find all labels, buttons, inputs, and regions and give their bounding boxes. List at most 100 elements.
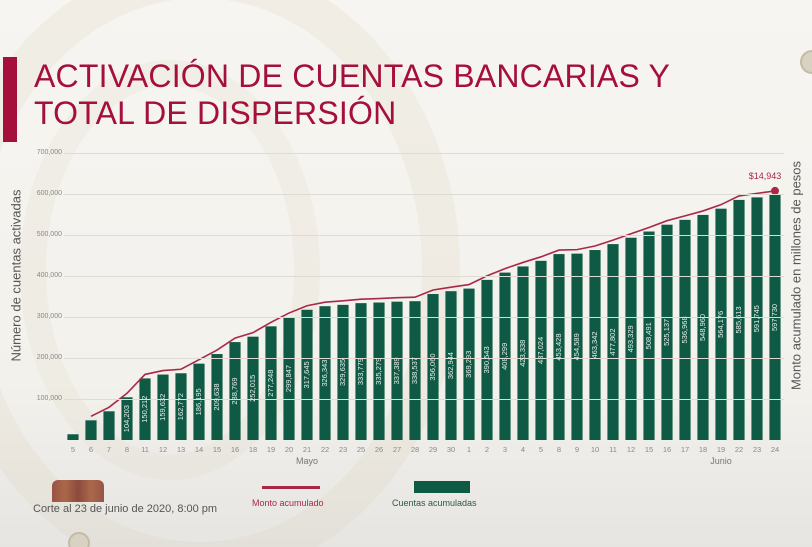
bar-value-label: 564,176 [716,311,725,338]
x-tick-label: 24 [771,445,779,454]
x-tick-label: 22 [321,445,329,454]
bar-value-label: 317,645 [302,361,311,388]
x-tick-label: 8 [557,445,561,454]
x-tick-label: 5 [71,445,75,454]
bar-value-label: 585,613 [734,306,743,333]
bar [517,266,529,440]
bar [409,301,421,440]
bar-value-label: 162,772 [176,393,185,420]
bar [679,219,691,440]
bar [175,373,187,440]
bar-value-label: 423,338 [518,340,527,367]
gridline [64,399,784,400]
bar [265,326,277,440]
x-tick-label: 19 [267,445,275,454]
bar [229,342,241,440]
bar-value-label: 104,203 [122,405,131,432]
bar-value-label: 186,195 [194,388,203,415]
x-tick-label: 6 [89,445,93,454]
bar [85,420,97,440]
bar-value-label: 356,060 [428,353,437,380]
x-tick-label: 15 [645,445,653,454]
x-tick-label: 2 [485,445,489,454]
bar [211,354,223,440]
x-tick-label: 22 [735,445,743,454]
y-tick-label: 200,000 [36,354,62,361]
x-tick-label: 5 [539,445,543,454]
bar [139,378,151,440]
final-amount-label: $14,943 [749,171,782,181]
bar [103,411,115,440]
y-tick-label: 600,000 [36,190,62,197]
bar-value-label: 437,024 [536,337,545,364]
bar-value-label: 477,802 [608,328,617,355]
y-tick-label: 100,000 [36,395,62,402]
x-tick-label: 12 [159,445,167,454]
money-line [90,190,776,418]
x-tick-label: 7 [107,445,111,454]
gridline [64,276,784,277]
x-tick-label: 13 [177,445,185,454]
gridline [64,153,784,154]
bar [445,291,457,440]
bar-value-label: 454,589 [572,333,581,360]
x-tick-label: 16 [231,445,239,454]
bar [301,309,313,440]
legend-line-label: Monto acumulado [252,498,324,508]
bar [67,434,79,440]
bar-value-label: 335,279 [374,358,383,385]
x-tick-label: 27 [393,445,401,454]
bar [157,374,169,440]
bar [463,288,475,440]
x-tick-label: 17 [681,445,689,454]
money-line-endpoint [771,186,779,195]
bar-value-label: 408,299 [500,343,509,370]
x-tick-label: 11 [609,445,617,454]
bar [481,279,493,440]
x-tick-label: 25 [357,445,365,454]
gridline [64,194,784,195]
title-line-1: ACTIVACIÓN DE CUENTAS BANCARIAS Y [34,58,671,94]
month-label: Mayo [295,456,318,466]
x-tick-label: 23 [753,445,761,454]
bar-value-label: 238,769 [230,377,239,404]
x-tick-label: 8 [125,445,129,454]
x-tick-label: 20 [285,445,293,454]
x-tick-label: 30 [447,445,455,454]
page-title: ACTIVACIÓN DE CUENTAS BANCARIAS Y TOTAL … [34,58,670,132]
bar-value-label: 536,968 [680,316,689,343]
x-tick-label: 3 [503,445,507,454]
x-tick-label: 15 [213,445,221,454]
seal-bottom-icon [68,532,90,547]
title-line-2: TOTAL DE DISPERSIÓN [34,95,397,131]
x-tick-label: 4 [521,445,525,454]
y-tick-label: 700,000 [36,149,62,156]
y-tick-label: 300,000 [36,313,62,320]
bar-value-label: 508,491 [644,322,653,349]
title-accent-bar [3,57,17,142]
x-tick-label: 16 [663,445,671,454]
bar [373,302,385,440]
bar [319,306,331,440]
x-tick-label: 23 [339,445,347,454]
x-tick-label: 28 [411,445,419,454]
x-tick-label: 18 [249,445,257,454]
x-tick-label: 18 [699,445,707,454]
bar [499,272,511,440]
x-tick-label: 1 [467,445,471,454]
bar-value-label: 493,329 [626,325,635,352]
x-tick-label: 10 [591,445,599,454]
cutoff-date-note: Corte al 23 de junio de 2020, 8:00 pm [33,503,218,515]
x-tick-label: 12 [627,445,635,454]
bar-value-label: 390,543 [482,346,491,373]
bar [355,303,367,440]
y-tick-label: 400,000 [36,272,62,279]
x-tick-label: 21 [303,445,311,454]
x-tick-label: 14 [195,445,203,454]
bar-value-label: 362,944 [446,352,455,379]
bar-value-label: 333,779 [356,358,365,385]
bar [571,253,583,440]
bar-value-label: 299,847 [284,365,293,392]
